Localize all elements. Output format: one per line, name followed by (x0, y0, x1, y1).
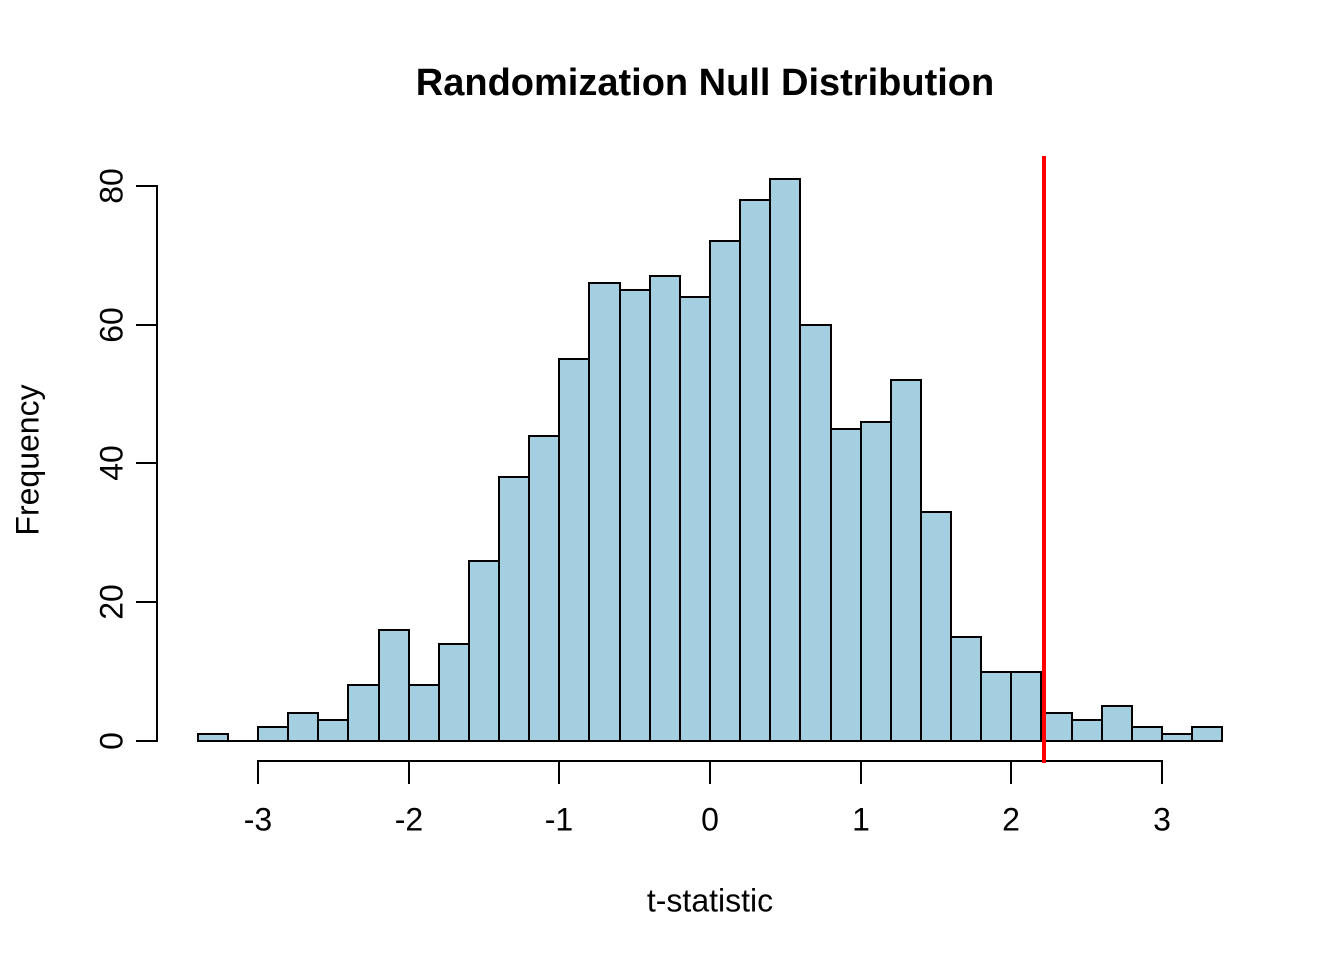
x-axis-tick-label: 3 (1153, 801, 1171, 838)
histogram-bar (558, 358, 590, 742)
histogram-bar (1071, 719, 1103, 742)
x-axis-tick-label: -2 (394, 801, 424, 838)
y-axis-label: Frequency (9, 384, 46, 536)
y-axis-tick (136, 185, 156, 187)
histogram-bar (257, 726, 289, 742)
x-axis-tick-label: 1 (852, 801, 870, 838)
histogram-bar (588, 282, 621, 742)
y-axis-tick-label: 40 (93, 445, 130, 481)
y-axis-tick (136, 324, 156, 326)
histogram-bar (830, 428, 862, 742)
histogram-bar (920, 511, 952, 742)
histogram-bar (528, 435, 560, 742)
histogram-zero-bin (227, 740, 259, 742)
histogram-bar (799, 324, 832, 742)
observed-t-line (1042, 156, 1046, 763)
x-axis-tick (860, 760, 862, 784)
x-axis-tick (1010, 760, 1012, 784)
histogram-bar (1010, 671, 1042, 742)
y-axis-tick-label: 60 (93, 307, 130, 343)
histogram-bar (649, 275, 681, 742)
y-axis-tick (136, 601, 156, 603)
histogram-bar (408, 684, 440, 742)
histogram-bar (317, 719, 349, 742)
y-axis-tick (136, 740, 156, 742)
histogram-bar (1191, 726, 1223, 742)
histogram-bar (1101, 705, 1133, 742)
y-axis-tick (136, 462, 156, 464)
histogram-bar (679, 296, 711, 742)
histogram-bar (1131, 726, 1163, 742)
histogram-bar (769, 178, 801, 742)
histogram-bar (890, 379, 922, 742)
y-axis-tick-label: 20 (93, 584, 130, 620)
histogram-bar (197, 733, 229, 742)
histogram-bar (950, 636, 982, 742)
x-axis-tick-label: -1 (544, 801, 574, 838)
histogram-bar (378, 629, 410, 742)
y-axis-line (156, 185, 158, 742)
x-axis-tick (558, 760, 560, 784)
histogram-bar (860, 421, 892, 742)
x-axis-tick-label: -3 (243, 801, 273, 838)
histogram-bar (468, 560, 500, 742)
histogram-bar (498, 476, 530, 742)
x-axis-tick (709, 760, 711, 784)
x-axis-tick-label: 0 (701, 801, 719, 838)
histogram-bar (619, 289, 651, 742)
x-axis-label: t-statistic (646, 882, 774, 919)
y-axis-tick-label: 80 (93, 168, 130, 204)
histogram-bar (709, 240, 741, 742)
histogram-bar (347, 684, 380, 742)
histogram-bar (287, 712, 319, 742)
histogram-bar (438, 643, 470, 742)
x-axis-tick (1161, 760, 1163, 784)
histogram-bar (1161, 733, 1193, 742)
y-axis-tick-label: 0 (93, 732, 130, 750)
x-axis-tick (408, 760, 410, 784)
histogram-bar (739, 199, 771, 742)
x-axis-tick-label: 2 (1002, 801, 1020, 838)
x-axis-tick (257, 760, 259, 784)
chart-title: Randomization Null Distribution (415, 62, 995, 104)
histogram-bar (980, 671, 1012, 742)
